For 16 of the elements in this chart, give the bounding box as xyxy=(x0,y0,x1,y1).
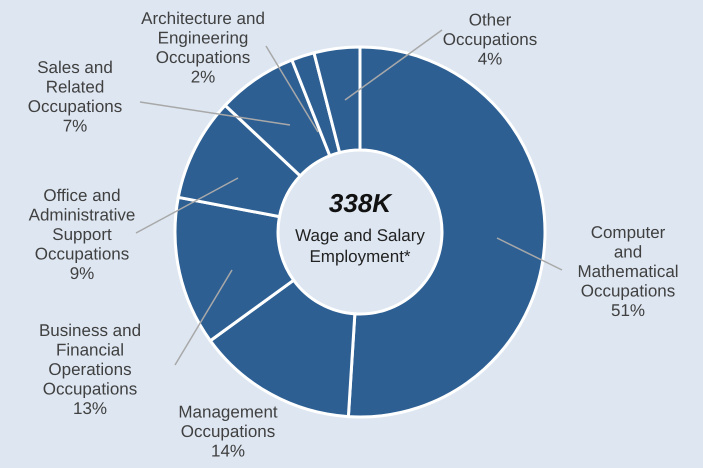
slice-label: Architecture and Engineering Occupations xyxy=(141,8,265,67)
data-label: 4% xyxy=(478,50,502,68)
slice-label: Sales and Related Occupations xyxy=(28,58,122,116)
data-label: 2% xyxy=(190,67,216,86)
slice-label: Business and Financial Operations Occupations xyxy=(38,321,142,398)
data-label: 7% xyxy=(62,116,88,136)
data-label: 13% xyxy=(72,399,108,418)
data-label: 51% xyxy=(610,301,646,320)
text: Wage and Salary Employment* xyxy=(295,226,426,266)
text: 338K xyxy=(328,188,394,218)
slice-label: Office and Administrative Support Occupations xyxy=(28,186,136,264)
slice-label: Management Occupations xyxy=(178,402,278,441)
data-label: 14% xyxy=(210,442,246,460)
data-label: 9% xyxy=(70,264,94,283)
slice-label: Other Occupations xyxy=(442,10,538,49)
slice-label: Computer and Mathematical Occupations xyxy=(577,223,679,300)
